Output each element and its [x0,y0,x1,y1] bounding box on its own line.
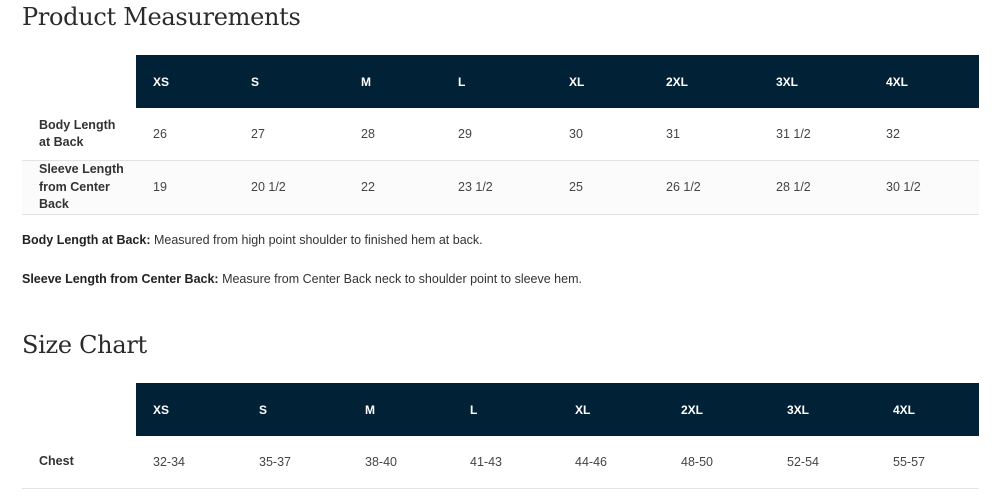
sleeve-length-note: Sleeve Length from Center Back: Measure … [22,272,582,286]
cell: 26 [136,108,234,161]
header-row: XS S M L XL 2XL 3XL 4XL [22,55,979,108]
header-row: XS S M L XL 2XL 3XL 4XL [22,383,979,436]
cell: 32 [869,108,979,161]
size-header: 2XL [649,55,759,108]
size-header: XL [552,55,649,108]
table-row: Chest 32-34 35-37 38-40 41-43 44-46 48-5… [22,436,979,489]
cell: 55-57 [876,436,979,489]
row-label: Chest [22,436,136,489]
product-measurements-title: Product Measurements [22,3,301,31]
size-header: L [453,383,558,436]
cell: 20 1/2 [234,160,344,215]
cell: 30 1/2 [869,160,979,215]
cell: 28 1/2 [759,160,869,215]
cell: 26 1/2 [649,160,759,215]
note-term: Body Length at Back: [22,233,151,247]
table-row: Sleeve Length from Center Back 19 20 1/2… [22,160,979,215]
size-header: 3XL [759,55,869,108]
cell: 48-50 [664,436,770,489]
cell: 19 [136,160,234,215]
cell: 31 1/2 [759,108,869,161]
size-header: 2XL [664,383,770,436]
size-header: 4XL [876,383,979,436]
header-blank [22,383,136,436]
size-header: XS [136,383,242,436]
size-header: S [234,55,344,108]
body-length-note: Body Length at Back: Measured from high … [22,233,483,247]
product-measurements-table: XS S M L XL 2XL 3XL 4XL Body Length at B… [22,55,979,215]
size-header: XL [558,383,664,436]
size-header: 4XL [869,55,979,108]
cell: 30 [552,108,649,161]
size-chart-title: Size Chart [22,331,147,359]
size-header: M [344,55,441,108]
size-chart-table: XS S M L XL 2XL 3XL 4XL Chest 32-34 35-3… [22,383,979,489]
cell: 41-43 [453,436,558,489]
cell: 29 [441,108,552,161]
size-header: 3XL [770,383,876,436]
header-blank [22,55,136,108]
cell: 38-40 [348,436,453,489]
note-text: Measured from high point shoulder to fin… [150,233,483,247]
cell: 32-34 [136,436,242,489]
table-row: Body Length at Back 26 27 28 29 30 31 31… [22,108,979,161]
cell: 23 1/2 [441,160,552,215]
row-label: Sleeve Length from Center Back [22,160,136,215]
size-header: S [242,383,348,436]
note-term: Sleeve Length from Center Back: [22,272,219,286]
size-header: XS [136,55,234,108]
cell: 44-46 [558,436,664,489]
size-header: L [441,55,552,108]
cell: 52-54 [770,436,876,489]
row-label: Body Length at Back [22,108,136,161]
note-text: Measure from Center Back neck to shoulde… [218,272,582,286]
cell: 27 [234,108,344,161]
cell: 28 [344,108,441,161]
cell: 25 [552,160,649,215]
cell: 22 [344,160,441,215]
cell: 35-37 [242,436,348,489]
cell: 31 [649,108,759,161]
size-header: M [348,383,453,436]
